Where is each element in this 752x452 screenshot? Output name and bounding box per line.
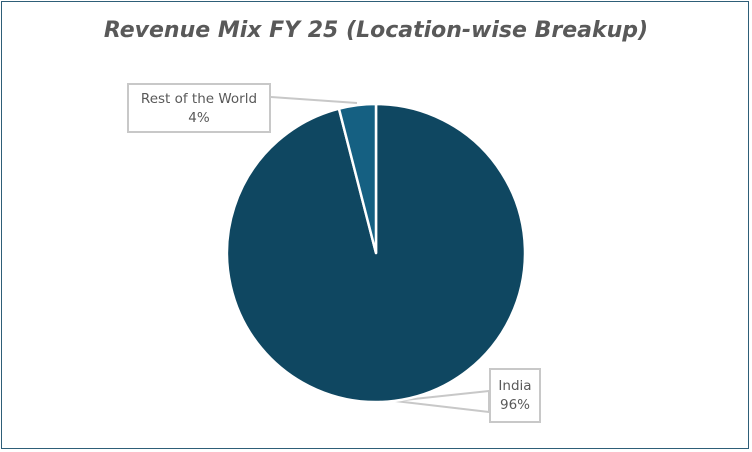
data-label-value: 96% [499,397,530,413]
chart-title: Revenue Mix FY 25 (Location-wise Breakup… [103,18,649,43]
data-label-rest-of-world: Rest of the World 4% [127,83,271,133]
data-label-name: India [498,378,532,394]
data-label-value: 4% [188,110,210,126]
pie-slice-rest-of-the-world [337,102,378,255]
data-label-india: India 96% [489,368,541,423]
data-label-name: Rest of the World [140,91,258,107]
leader-line [270,96,358,104]
